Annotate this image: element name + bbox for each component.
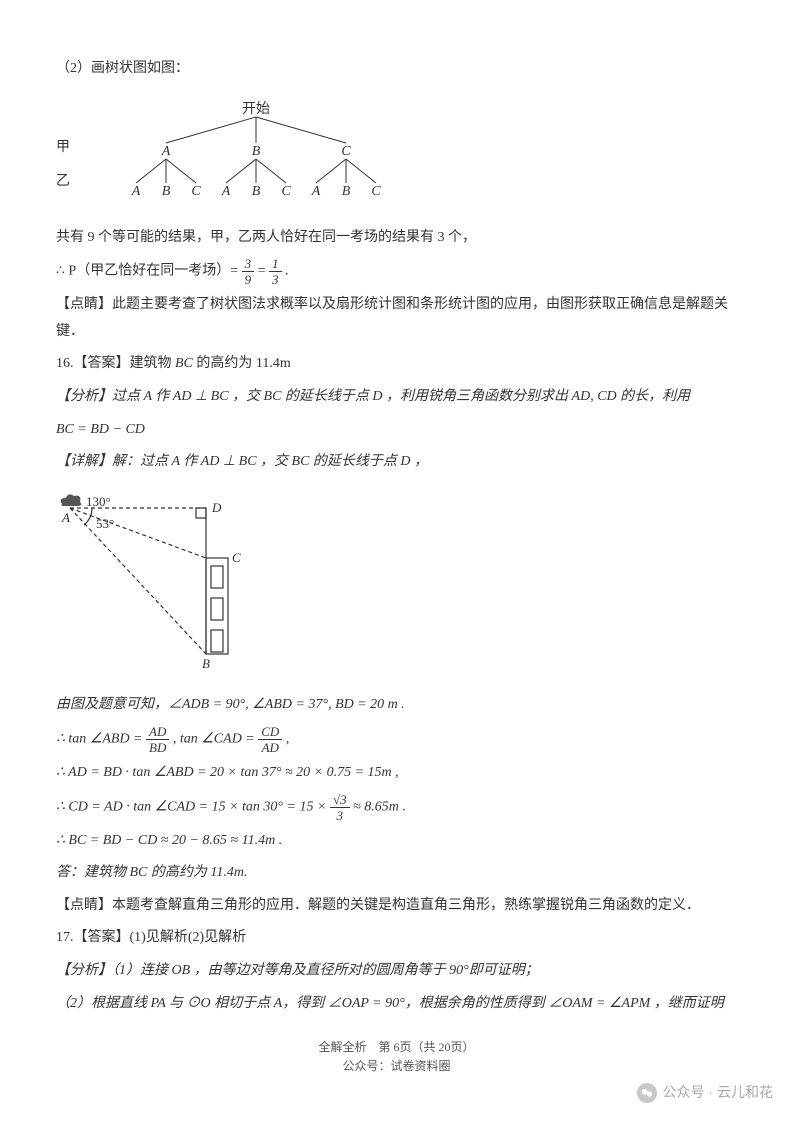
line-17-analysis-1: 【分析】（1）连接 OB ，由等边对等角及直径所对的圆周角等于 90°即可证明； [56,958,737,985]
line-17-answer: 17.【答案】(1)见解析(2)见解析 [56,925,737,952]
svg-text:53°: 53° [96,516,114,531]
svg-text:C: C [281,184,291,199]
svg-text:B: B [162,184,171,199]
line-known: 由图及题意可知，∠ADB = 90°, ∠ABD = 37°, BD = 20 … [56,692,737,719]
line-17-analysis-2: （2）根据直线 PA 与 ⊙O 相切于点 A，得到 ∠OAP = 90°，根据余… [56,991,737,1018]
line-tan-eqs: ∴ tan ∠ABD = ADBD , tan ∠CAD = CDAD , [56,725,737,754]
label-yi: 乙 [56,165,70,199]
svg-text:C: C [371,184,381,199]
page-footer: 全解全析 第 6页（共 20页） 公众号：试卷资料圈 [0,1038,793,1076]
frac-1-3: 13 [269,257,282,286]
line-dianqing-1: 【点睛】此题主要考查了树状图法求概率以及扇形统计图和条形统计图的应用，由图形获取… [56,292,737,345]
watermark-text: 公众号 · 云儿和花 [663,1079,773,1106]
tree-row-labels: 甲 乙 [56,131,70,199]
svg-text:C: C [232,550,241,565]
diagram-svg: A D C B 130° 53° [56,484,256,674]
line-ad-calc: ∴ AD = BD · tan ∠ABD = 20 × tan 37° ≈ 20… [56,760,737,787]
tree-svg: 开始 A B C A B C A B C A B C [76,95,416,215]
line-16-analysis: 【分析】过点 A 作 AD ⊥ BC ，交 BC 的延长线于点 D ，利用锐角三… [56,384,737,411]
line-answer-text: 答：建筑物 BC 的高约为 11.4m. [56,860,737,887]
tree-diagram: 甲 乙 开始 A B C A B C A B C A B C [56,95,737,215]
frac-cd-ad: CDAD [258,725,282,754]
label-jia: 甲 [56,131,70,165]
wechat-icon [637,1083,657,1103]
svg-text:A: A [61,510,70,525]
prob-period: . [285,264,289,279]
frac-3-9: 39 [242,257,255,286]
line-16-answer: 16.【答案】建筑物 BC 的高约为 11.4m [56,351,737,378]
line-16-detail: 【详解】解：过点 A 作 AD ⊥ BC ，交 BC 的延长线于点 D ， [56,449,737,476]
analysis-text: 【分析】过点 A 作 AD ⊥ BC ，交 BC 的延长线于点 D ，利用锐角三… [56,389,690,404]
svg-text:B: B [342,184,351,199]
frac-sqrt3-3: √33 [330,793,350,822]
geometry-diagram: A D C B 130° 53° [56,484,737,685]
eq-sign: = [258,264,269,279]
line-probability: ∴ P（甲乙恰好在同一考场）= 39 = 13 . [56,257,737,286]
svg-text:A: A [131,184,141,199]
svg-text:C: C [191,184,201,199]
watermark: 公众号 · 云儿和花 [637,1079,773,1106]
footer-line-1: 全解全析 第 6页（共 20页） [0,1038,793,1057]
line-bc-eq: BC = BD − CD [56,417,737,444]
svg-text:开始: 开始 [242,101,270,117]
svg-text:A: A [311,184,321,199]
svg-text:B: B [252,184,261,199]
svg-text:D: D [211,500,222,515]
footer-line-2: 公众号：试卷资料圈 [0,1057,793,1076]
line-outcomes: 共有 9 个等可能的结果，甲，乙两人恰好在同一考场的结果有 3 个， [56,225,737,252]
svg-text:A: A [221,184,231,199]
line-intro: （2）画树状图如图： [56,56,737,83]
svg-text:A: A [161,144,171,159]
svg-text:130°: 130° [86,494,111,509]
svg-text:B: B [202,656,210,671]
line-bc-calc: ∴ BC = BD − CD ≈ 20 − 8.65 ≈ 11.4m . [56,828,737,855]
line-cd-calc: ∴ CD = AD · tan ∠CAD = 15 × tan 30° = 15… [56,793,737,822]
svg-text:B: B [252,144,261,159]
prob-prefix: ∴ P（甲乙恰好在同一考场）= [56,264,242,279]
svg-text:C: C [341,144,351,159]
frac-ad-bd: ADBD [146,725,169,754]
line-dianqing-2: 【点睛】本题考查解直角三角形的应用．解题的关键是构造直角三角形，熟练掌握锐角三角… [56,893,737,920]
